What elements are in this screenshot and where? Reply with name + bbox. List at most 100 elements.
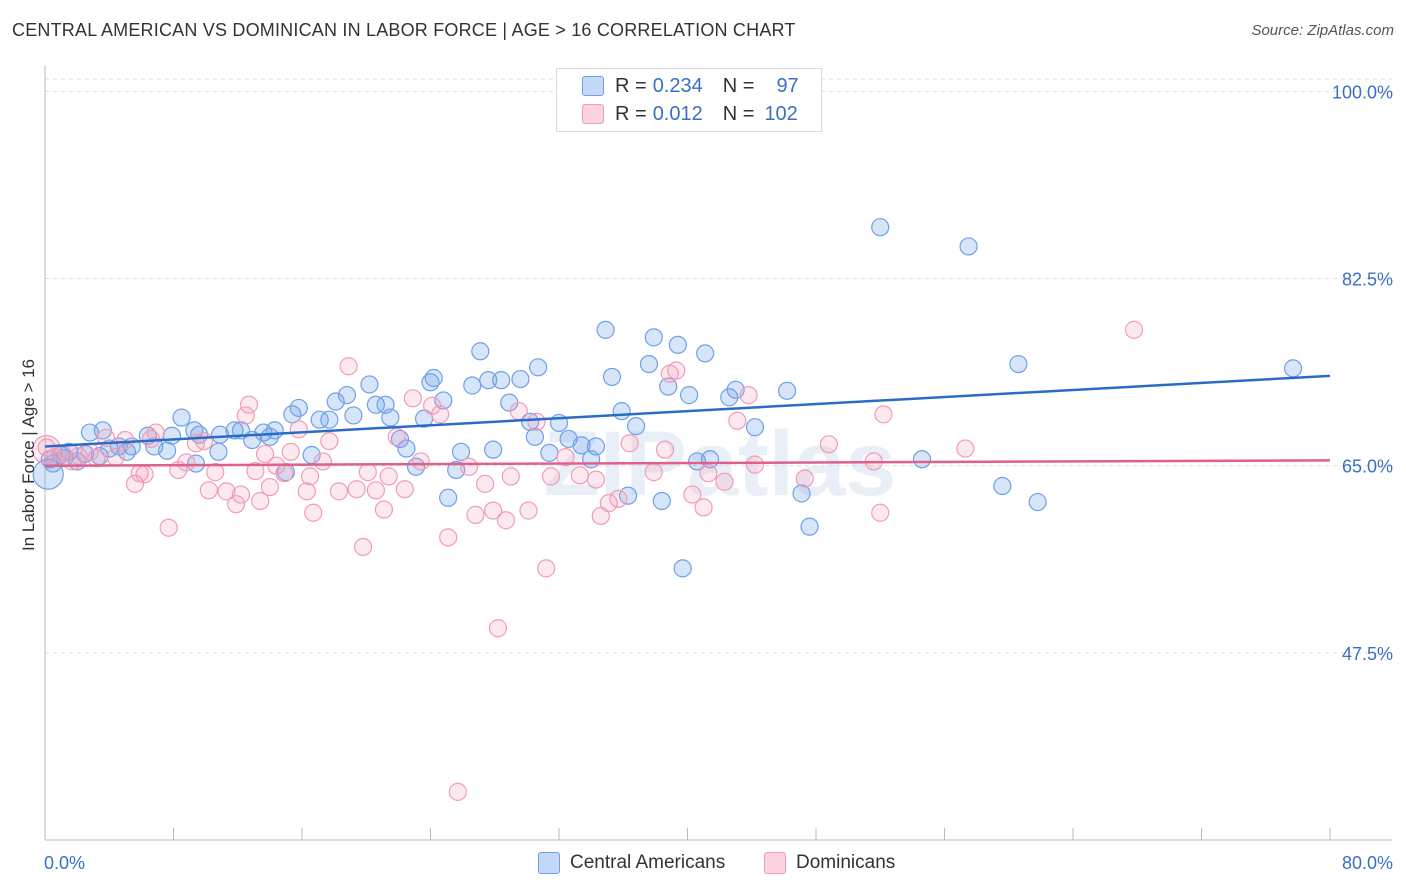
point-dominican bbox=[570, 466, 589, 485]
point-central-american bbox=[626, 417, 646, 436]
correlation-legend: R = 0.234 N = 97 R = 0.012 N = 102 bbox=[556, 68, 822, 132]
point-central-american bbox=[492, 371, 511, 390]
point-central-american bbox=[162, 426, 181, 445]
point-central-american bbox=[525, 427, 545, 446]
point-dominican bbox=[227, 495, 246, 514]
point-central-american bbox=[1028, 492, 1047, 512]
point-dominican bbox=[281, 442, 300, 461]
point-central-american bbox=[529, 358, 548, 377]
y-tick-label: 82.5% bbox=[1342, 270, 1393, 290]
point-central-american bbox=[463, 376, 482, 395]
trend-line-central-americans bbox=[44, 374, 1331, 448]
point-central-american bbox=[1283, 359, 1303, 378]
point-central-american bbox=[424, 368, 443, 388]
point-central-american bbox=[673, 559, 692, 578]
point-dominican bbox=[260, 477, 279, 497]
point-dominican bbox=[304, 503, 323, 522]
point-central-american bbox=[326, 392, 345, 411]
point-dominican bbox=[32, 435, 62, 465]
point-central-american bbox=[289, 398, 308, 418]
point-dominican bbox=[106, 448, 125, 467]
point-central-american bbox=[434, 391, 453, 410]
n-label: N = bbox=[722, 102, 755, 125]
legend-swatch-blue bbox=[538, 852, 560, 874]
point-dominican bbox=[728, 411, 747, 430]
point-central-american bbox=[210, 425, 230, 444]
point-dominican bbox=[956, 439, 975, 458]
point-central-american bbox=[265, 421, 284, 440]
point-central-american bbox=[337, 386, 357, 405]
point-dominican bbox=[488, 619, 508, 638]
legend-swatch-blue bbox=[582, 76, 604, 96]
point-dominican bbox=[459, 457, 479, 476]
point-dominican bbox=[403, 389, 422, 408]
point-dominican bbox=[1124, 320, 1144, 339]
point-dominican bbox=[236, 406, 255, 425]
point-central-american bbox=[484, 440, 503, 459]
x-tick-label: 0.0% bbox=[44, 853, 85, 873]
legend-swatch-pink bbox=[582, 104, 604, 124]
point-central-american bbox=[406, 457, 426, 476]
point-central-american bbox=[439, 488, 458, 507]
point-central-american bbox=[390, 429, 410, 449]
n-label: N = bbox=[722, 74, 755, 97]
point-dominican bbox=[379, 467, 398, 486]
point-central-american bbox=[366, 395, 385, 414]
point-central-american bbox=[572, 436, 591, 455]
point-central-american bbox=[344, 406, 363, 425]
point-dominican bbox=[275, 464, 294, 483]
point-dominican bbox=[289, 420, 308, 439]
point-dominican bbox=[125, 474, 145, 493]
point-central-american bbox=[540, 443, 559, 462]
point-central-american bbox=[777, 381, 797, 400]
trend-line-dominicans bbox=[44, 459, 1331, 467]
series-legend: Central Americans Dominicans bbox=[0, 852, 1406, 878]
point-dominican bbox=[217, 482, 236, 501]
point-central-american bbox=[320, 410, 339, 429]
point-dominican bbox=[795, 469, 814, 488]
point-dominican bbox=[374, 500, 394, 519]
point-dominican bbox=[320, 431, 339, 451]
point-dominican bbox=[519, 501, 538, 520]
point-dominican bbox=[620, 434, 639, 453]
legend-item-central-americans: Central Americans bbox=[538, 852, 725, 874]
point-central-american bbox=[1009, 354, 1028, 374]
point-dominican bbox=[667, 361, 686, 380]
point-central-american bbox=[596, 320, 615, 339]
point-central-american bbox=[451, 442, 471, 461]
y-axis-label: In Labor Force | Age > 16 bbox=[19, 359, 38, 551]
point-central-american bbox=[172, 408, 191, 427]
point-central-american bbox=[912, 450, 932, 469]
point-dominican bbox=[501, 467, 520, 486]
point-dominican bbox=[644, 463, 663, 482]
n-value: 97 bbox=[776, 74, 799, 97]
legend-row-central-americans: R = 0.234 N = 97 bbox=[582, 73, 799, 99]
point-central-american bbox=[680, 386, 699, 405]
point-dominican bbox=[655, 440, 675, 459]
point-dominican bbox=[395, 480, 414, 499]
legend-item-dominicans: Dominicans bbox=[764, 852, 895, 874]
point-dominican bbox=[871, 503, 890, 522]
point-dominican bbox=[358, 463, 377, 482]
n-value: 102 bbox=[764, 102, 798, 125]
point-dominican bbox=[537, 559, 556, 578]
point-dominican bbox=[116, 430, 135, 450]
point-dominican bbox=[466, 505, 485, 524]
point-dominican bbox=[329, 482, 349, 501]
point-central-american bbox=[209, 442, 228, 461]
y-tick-label: 47.5% bbox=[1342, 644, 1393, 664]
legend-label: Dominicans bbox=[796, 852, 896, 873]
point-dominican bbox=[556, 448, 575, 467]
point-central-american bbox=[652, 491, 671, 511]
point-dominican bbox=[739, 386, 758, 405]
r-label: R = bbox=[615, 74, 647, 97]
point-dominican bbox=[683, 485, 702, 504]
point-dominican bbox=[431, 405, 450, 424]
point-dominican bbox=[541, 467, 561, 486]
point-dominican bbox=[194, 431, 214, 451]
point-central-american bbox=[612, 402, 631, 421]
point-central-american bbox=[511, 369, 530, 389]
point-central-american bbox=[800, 517, 819, 536]
point-central-american bbox=[959, 237, 978, 256]
point-dominican bbox=[87, 449, 106, 468]
